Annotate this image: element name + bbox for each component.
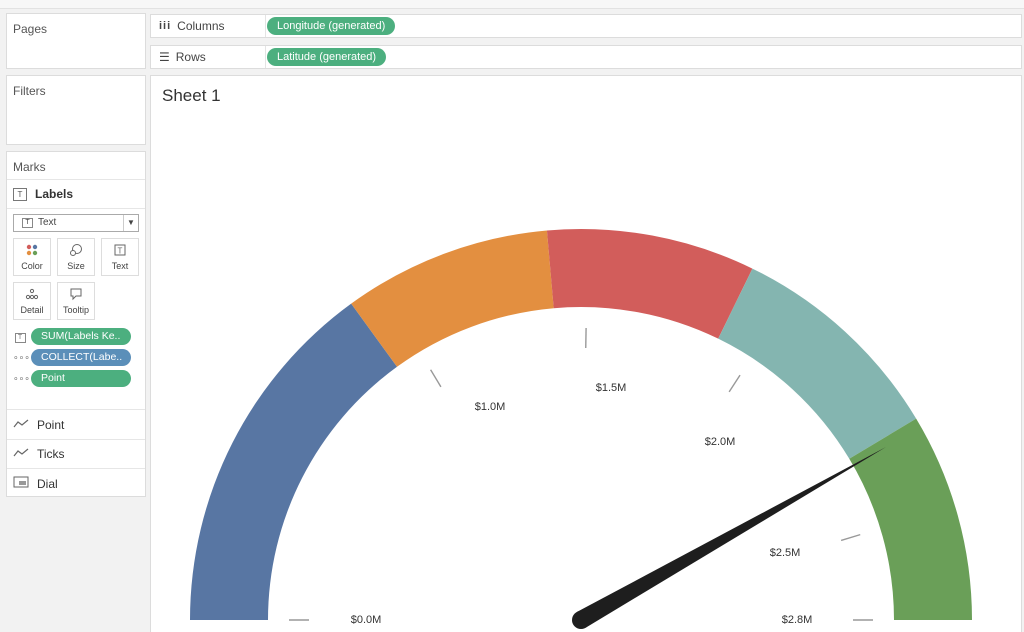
field-row-point[interactable]: ∘∘∘ Point [13,370,131,387]
layer-point-label: Point [37,418,65,432]
text-icon: T [22,218,33,228]
divider [7,409,145,410]
marks-layer-dial[interactable]: Dial [13,476,58,491]
gauge-band-red[interactable] [546,229,753,339]
sheet-title: Sheet 1 [162,86,221,105]
field-row-collect[interactable]: ∘∘∘ COLLECT(Labe.. [13,349,131,366]
line-icon [13,447,29,461]
marks-layer-point[interactable]: Point [13,418,64,432]
gauge-label: $1.5M [596,382,627,394]
detail-label: Detail [20,305,44,315]
divider [7,439,145,440]
text-icon: T [13,331,27,343]
text-label: Text [111,261,129,271]
color-dots-icon [14,243,50,261]
tooltip-label: Tooltip [62,305,89,315]
line-icon [13,418,29,432]
divider [265,15,266,37]
field-pill-collect[interactable]: COLLECT(Labe.. [31,349,131,366]
detail-icon [14,287,50,305]
color-button[interactable]: Color [13,238,51,276]
tooltip-icon [58,287,94,305]
field-pill-point[interactable]: Point [31,370,131,387]
detail-icon: ∘∘∘ [13,373,30,383]
rows-label-text: Rows [175,50,206,64]
columns-label-text: Columns [177,19,225,33]
rows-shelf[interactable]: ☰ Rows Latitude (generated) [150,45,1022,69]
marks-layer-label: Labels [35,187,74,201]
size-button[interactable]: Size [57,238,95,276]
detail-button[interactable]: Detail [13,282,51,320]
filters-card[interactable]: Filters [6,75,146,145]
rows-pill[interactable]: Latitude (generated) [267,48,387,66]
gauge-band-teal[interactable] [718,268,917,459]
marks-layer-labels[interactable]: T Labels [13,187,73,201]
chevron-down-icon[interactable]: ▼ [123,215,138,231]
gauge-tick [840,533,861,542]
marks-title: Marks [13,160,46,174]
filters-title: Filters [13,84,46,98]
columns-icon: iii [159,20,172,32]
gauge-label: $1.0M [475,401,506,413]
field-pill-sum-labels[interactable]: SUM(Labels Ke.. [31,328,131,345]
mark-type-select[interactable]: T Text ▼ [13,214,139,232]
gauge-label: $2.5M [770,547,801,559]
text-icon: T [13,187,27,201]
size-label: Size [67,261,85,271]
color-label: Color [21,261,43,271]
divider [7,468,145,469]
tooltip-button[interactable]: Tooltip [57,282,95,320]
divider [7,208,145,209]
svg-text:T: T [118,247,123,256]
gauge-label: $0.0M [351,614,382,626]
pages-card[interactable]: Pages [6,13,146,69]
layer-dial-label: Dial [37,476,58,491]
columns-pill[interactable]: Longitude (generated) [267,17,396,35]
gauge-tick [430,369,442,388]
columns-shelf[interactable]: iii Columns Longitude (generated) [150,14,1022,38]
divider [265,46,266,68]
divider [7,179,145,180]
top-ruler [0,0,1024,9]
gauge-band-orange[interactable] [351,230,554,367]
gauge-tick [728,374,741,393]
rows-shelf-label: ☰ Rows [159,50,206,64]
pages-title: Pages [13,22,48,36]
text-button[interactable]: T Text [101,238,139,276]
layer-ticks-label: Ticks [37,447,65,461]
columns-shelf-label: iii Columns [159,19,225,33]
detail-icon: ∘∘∘ [13,352,30,362]
rows-icon: ☰ [159,50,170,64]
text-icon: T [102,243,138,261]
marks-card: Marks T Labels T Text ▼ Color Size T Tex… [6,151,146,497]
size-icon [58,243,94,261]
gauge-band-green[interactable] [849,418,972,620]
gauge-needle [576,447,886,628]
marks-layer-ticks[interactable]: Ticks [13,447,65,461]
gauge-label: $2.8M [782,614,813,626]
field-row-labels-key[interactable]: T SUM(Labels Ke.. [13,328,131,345]
gauge-band-blue[interactable] [190,303,398,620]
polygon-icon [13,476,29,491]
gauge-needle-hub [572,611,590,629]
mark-type-value: Text [38,217,57,228]
gauge-label: $2.0M [705,436,736,448]
